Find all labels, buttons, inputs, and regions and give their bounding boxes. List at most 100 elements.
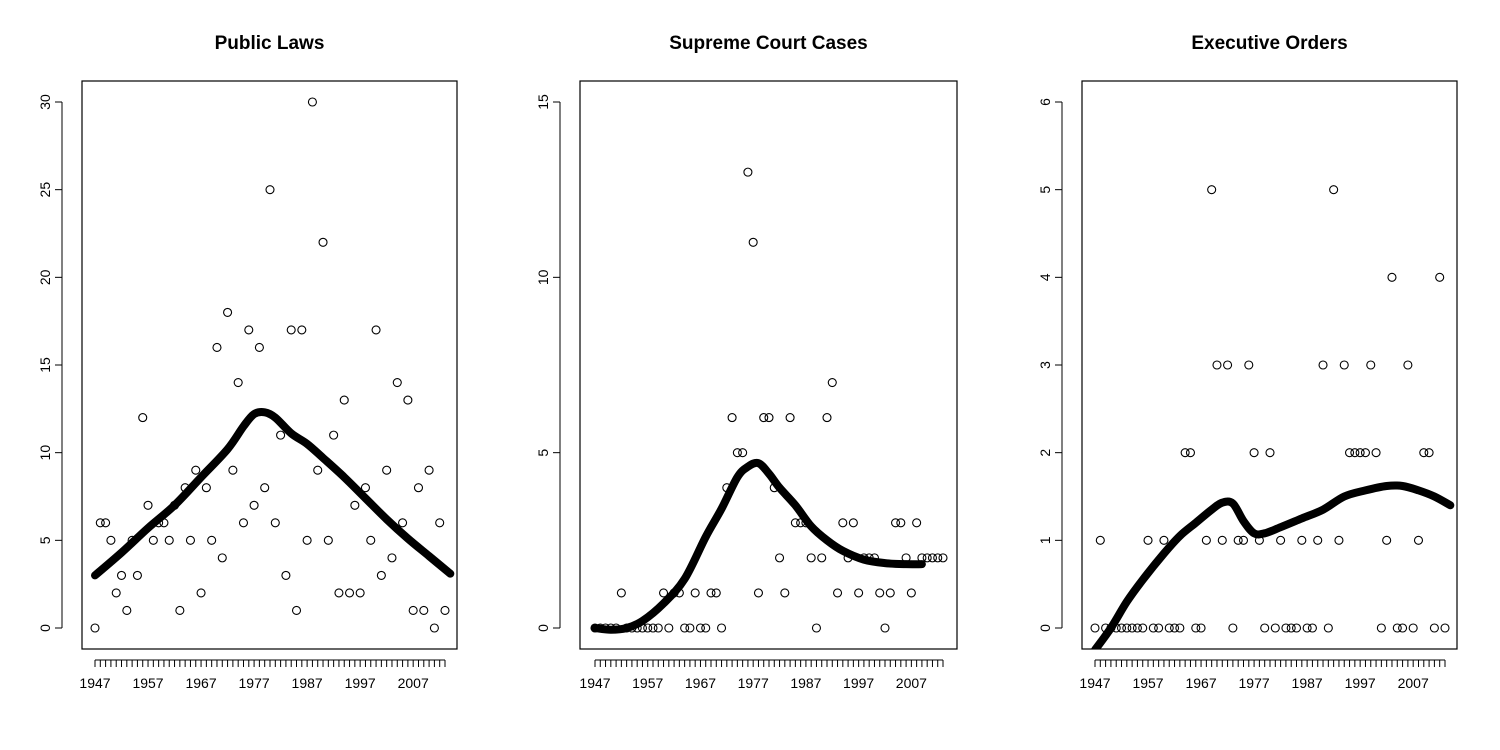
data-point — [1440, 623, 1450, 633]
x-tick-label: 2007 — [1398, 675, 1429, 691]
data-point — [727, 413, 737, 423]
data-point — [1281, 623, 1291, 633]
y-tick-label: 15 — [37, 357, 53, 373]
data-point — [1201, 535, 1211, 545]
data-point — [1360, 448, 1371, 458]
data-point — [753, 588, 764, 598]
data-point — [175, 605, 185, 616]
data-point — [122, 605, 132, 616]
data-point — [1228, 623, 1238, 633]
data-point — [408, 605, 418, 616]
data-point — [1095, 535, 1105, 545]
data-point — [382, 465, 392, 475]
data-point — [885, 588, 895, 598]
x-tick-label: 1987 — [1292, 675, 1323, 691]
data-point — [822, 413, 832, 423]
data-point — [424, 465, 434, 475]
data-point — [387, 553, 397, 563]
data-point — [344, 588, 355, 598]
data-point — [392, 377, 402, 388]
y-tick-label: 25 — [37, 182, 53, 198]
data-point — [116, 570, 127, 580]
data-point — [355, 588, 365, 598]
data-point — [191, 465, 201, 475]
smoothed-trend-line — [591, 458, 926, 634]
data-point — [398, 518, 408, 528]
x-tick-label: 1957 — [132, 675, 163, 691]
data-point — [1159, 535, 1169, 545]
data-point — [680, 623, 690, 633]
data-points — [90, 97, 450, 633]
data-point — [1154, 623, 1164, 633]
data-point — [419, 605, 429, 616]
data-point — [1334, 535, 1344, 545]
data-point — [1148, 623, 1158, 633]
data-point — [1398, 623, 1408, 633]
data-point — [732, 448, 742, 458]
data-point — [286, 325, 296, 335]
chart-title: Executive Orders — [1191, 33, 1347, 54]
data-point — [643, 623, 653, 633]
x-tick-label: 1967 — [185, 675, 216, 691]
data-point — [880, 623, 890, 633]
data-point — [90, 623, 100, 633]
data-point — [1392, 623, 1402, 633]
x-tick-label: 1977 — [239, 675, 270, 691]
data-point — [1207, 185, 1217, 195]
x-tick-label: 1967 — [685, 675, 716, 691]
data-point — [334, 588, 344, 598]
data-point — [207, 535, 217, 545]
data-point — [1169, 623, 1180, 633]
data-point — [1265, 448, 1275, 458]
data-point — [1175, 623, 1185, 633]
data-point — [1387, 272, 1397, 282]
y-tick-label: 10 — [37, 445, 53, 461]
data-point — [1191, 623, 1201, 633]
data-point — [1276, 535, 1286, 545]
data-point — [429, 623, 439, 633]
data-point — [164, 535, 174, 545]
data-point — [376, 570, 386, 580]
data-point — [1355, 448, 1365, 458]
data-point — [366, 535, 376, 545]
data-point — [101, 518, 111, 528]
data-point — [244, 325, 254, 335]
data-point — [764, 413, 774, 423]
x-tick-label: 1967 — [1185, 675, 1216, 691]
x-tick-label: 1987 — [790, 675, 821, 691]
data-point — [912, 518, 922, 528]
data-point — [1313, 535, 1323, 545]
data-point — [653, 623, 663, 633]
data-point — [806, 553, 816, 563]
y-tick-label: 0 — [1037, 624, 1053, 632]
data-point — [1270, 623, 1280, 633]
data-point — [1185, 448, 1196, 458]
data-point — [1143, 535, 1153, 545]
panel-public-laws: Public Laws 0 5 10 15 20 25 30 1947 1957 1967 1977… — [37, 33, 458, 691]
data-point — [1408, 623, 1418, 633]
data-point — [711, 588, 721, 598]
data-point — [260, 483, 270, 493]
data-point — [1249, 448, 1259, 458]
data-point — [323, 535, 333, 545]
data-point — [132, 570, 142, 580]
x-tick-label: 2007 — [896, 675, 927, 691]
data-point — [759, 413, 769, 423]
y-tick-label: 0 — [535, 624, 551, 632]
data-point — [223, 307, 233, 317]
data-point — [933, 553, 943, 563]
x-axis: 1947 1957 1967 1977 1987 1997 2007 — [1079, 659, 1446, 691]
data-point — [228, 465, 238, 475]
data-point — [1286, 623, 1296, 633]
x-tick-label: 1997 — [345, 675, 376, 691]
data-point — [695, 623, 706, 633]
data-point — [1164, 623, 1174, 633]
data-point — [196, 588, 206, 598]
data-point — [1413, 535, 1424, 545]
data-point — [360, 483, 371, 493]
data-point — [291, 605, 302, 616]
data-point — [1350, 448, 1360, 458]
data-point — [1260, 623, 1270, 633]
data-point — [1244, 360, 1254, 370]
